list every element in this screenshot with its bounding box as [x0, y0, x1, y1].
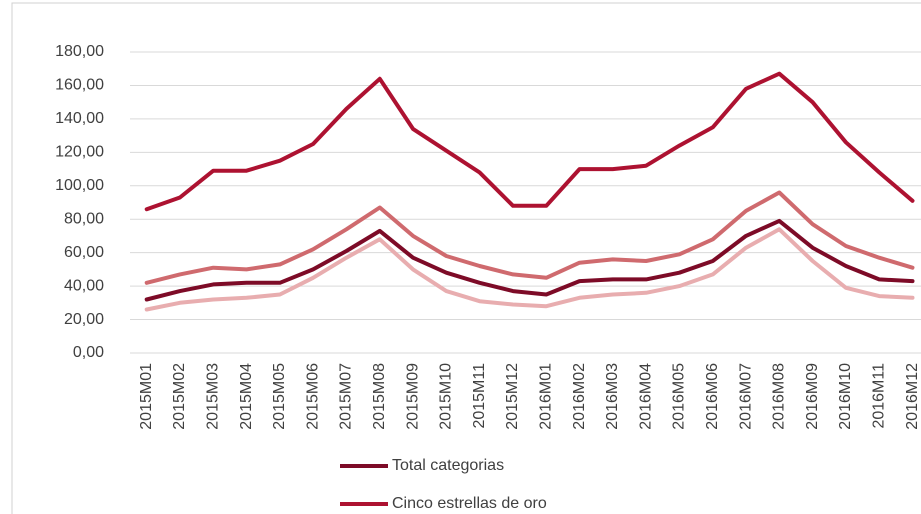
- series-line: [144, 227, 915, 312]
- x-tick-label: 2015M01: [138, 363, 155, 430]
- x-tick-label: 2016M06: [704, 363, 721, 430]
- series-line: [144, 190, 915, 285]
- x-tick-label: 2016M09: [804, 363, 821, 430]
- x-tick-label: 2015M12: [504, 363, 521, 430]
- series-line: [144, 71, 915, 212]
- x-tick-label: 2015M09: [404, 363, 421, 430]
- x-tick-label: 2015M05: [271, 363, 288, 430]
- x-tick-label: 2015M03: [204, 363, 221, 430]
- y-tick-label: 60,00: [64, 244, 104, 261]
- legend-label: Total categorias: [392, 457, 504, 474]
- x-tick-label: 2015M08: [371, 363, 388, 430]
- x-tick-label: 2016M05: [671, 363, 688, 430]
- x-tick-label: 2015M06: [304, 363, 321, 430]
- y-tick-label: 0,00: [73, 344, 104, 361]
- y-tick-label: 80,00: [64, 210, 104, 227]
- x-tick-label: 2016M10: [837, 363, 854, 430]
- x-tick-label: 2015M07: [338, 363, 355, 430]
- x-tick-label: 2016M04: [637, 363, 654, 430]
- y-tick-label: 180,00: [55, 43, 104, 60]
- y-tick-label: 160,00: [55, 77, 104, 94]
- series-line: [144, 218, 915, 302]
- y-tick-label: 40,00: [64, 277, 104, 294]
- x-tick-label: 2016M12: [904, 363, 921, 430]
- legend-label: Cinco estrellas de oro: [392, 495, 547, 512]
- y-tick-label: 120,00: [55, 144, 104, 161]
- x-tick-label: 2015M02: [171, 363, 188, 430]
- x-tick-label: 2016M03: [604, 363, 621, 430]
- y-tick-label: 20,00: [64, 311, 104, 328]
- x-tick-label: 2016M08: [771, 363, 788, 430]
- x-tick-label: 2015M04: [238, 363, 255, 430]
- x-tick-label: 2015M11: [471, 363, 488, 429]
- x-tick-label: 2016M02: [571, 363, 588, 430]
- y-tick-label: 140,00: [55, 110, 104, 127]
- x-tick-label: 2016M01: [537, 363, 554, 430]
- y-tick-label: 100,00: [55, 177, 104, 194]
- x-tick-label: 2015M10: [438, 363, 455, 430]
- x-tick-label: 2016M07: [737, 363, 754, 430]
- chart-frame: [11, 2, 921, 514]
- x-tick-label: 2016M11: [870, 363, 887, 429]
